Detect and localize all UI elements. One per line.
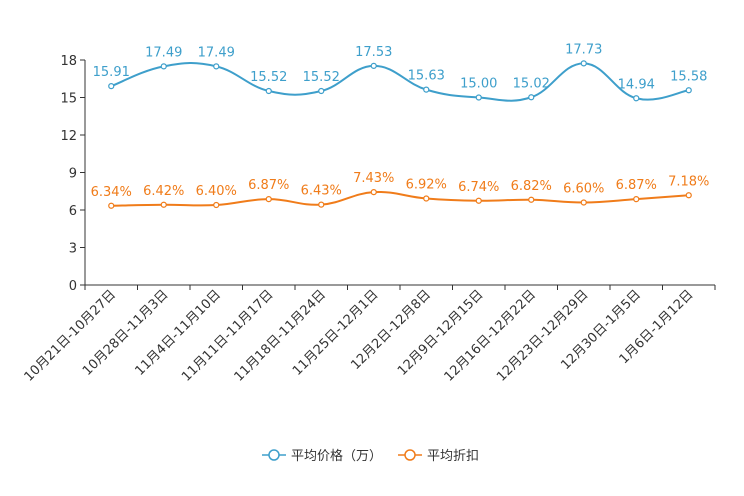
data-point[interactable] xyxy=(370,189,377,196)
data-label: 15.63 xyxy=(408,69,445,84)
data-point[interactable] xyxy=(265,196,272,203)
series-1: 15.91 17.49 17.49 15.52 15.52 17.53 15.63 15.00… xyxy=(93,42,707,102)
data-label: 15.02 xyxy=(513,76,550,91)
data-point[interactable] xyxy=(108,83,115,90)
data-point[interactable] xyxy=(213,201,220,209)
data-point[interactable] xyxy=(580,60,587,67)
series-line xyxy=(111,190,689,207)
legend[interactable]: 平均价格（万） 平均折扣 xyxy=(262,448,479,464)
y-tick-label: 18 xyxy=(60,54,77,69)
data-point[interactable] xyxy=(475,94,482,101)
data-point[interactable] xyxy=(685,87,692,94)
data-label: 15.91 xyxy=(93,65,130,80)
data-label: 15.52 xyxy=(250,70,287,85)
data-point[interactable] xyxy=(370,62,377,69)
x-tick-label: 12月23日-12月29日 xyxy=(494,287,591,384)
data-label: 6.87% xyxy=(248,178,289,193)
data-label: 7.43% xyxy=(353,171,394,186)
y-tick-label: 15 xyxy=(60,92,77,107)
data-label: 6.82% xyxy=(511,179,552,194)
data-label: 6.87% xyxy=(616,178,657,193)
data-point[interactable] xyxy=(475,197,482,204)
data-label: 6.42% xyxy=(143,184,184,199)
legend-item-2[interactable]: 平均折扣 xyxy=(398,449,479,464)
x-tick-label: 11月11日-11月17日 xyxy=(179,287,276,384)
legend-item-1[interactable]: 平均价格（万） xyxy=(262,448,382,464)
data-label: 17.49 xyxy=(198,45,235,60)
data-point[interactable] xyxy=(528,94,535,101)
y-tick-label: 6 xyxy=(69,204,77,219)
data-point[interactable] xyxy=(633,95,640,102)
data-label: 15.52 xyxy=(303,70,340,85)
series-line xyxy=(110,62,689,102)
legend-marker-icon xyxy=(404,449,416,461)
data-point[interactable] xyxy=(423,86,430,93)
data-label: 17.73 xyxy=(565,42,602,57)
data-point[interactable] xyxy=(633,196,640,203)
data-point[interactable] xyxy=(318,201,325,208)
series-layer: 15.91 17.49 17.49 15.52 15.52 17.53 15.63 15.00… xyxy=(91,42,709,209)
y-tick-label: 3 xyxy=(69,242,77,257)
data-label: 6.34% xyxy=(91,185,132,200)
legend-label: 平均折扣 xyxy=(427,449,479,464)
data-point[interactable] xyxy=(685,192,692,199)
x-tick-label: 12月16日-12月22日 xyxy=(442,287,539,384)
axes: 036912151810月21日-10月27日10月28日-11月3日11月4日… xyxy=(22,54,716,385)
data-point[interactable] xyxy=(318,87,325,95)
data-label: 6.60% xyxy=(563,182,604,197)
data-point[interactable] xyxy=(528,196,535,203)
y-tick-label: 12 xyxy=(60,129,77,144)
data-label: 6.43% xyxy=(301,184,342,199)
data-label: 7.18% xyxy=(668,174,709,189)
data-point[interactable] xyxy=(265,87,272,95)
data-point[interactable] xyxy=(160,201,167,208)
data-point[interactable] xyxy=(160,63,167,70)
x-tick-label: 11月18日-11月24日 xyxy=(232,287,329,384)
data-label: 6.74% xyxy=(458,180,499,195)
data-label: 15.58 xyxy=(670,69,707,84)
data-label: 15.00 xyxy=(460,77,497,92)
y-tick-label: 0 xyxy=(69,279,77,294)
data-label: 6.92% xyxy=(406,178,447,193)
data-point[interactable] xyxy=(580,199,587,206)
data-label: 14.94 xyxy=(618,77,655,92)
legend-label: 平均价格（万） xyxy=(291,448,382,464)
data-label: 6.40% xyxy=(196,184,237,199)
data-point[interactable] xyxy=(213,63,220,70)
x-tick-label: 10月21日-10月27日 xyxy=(22,287,119,384)
data-point[interactable] xyxy=(108,202,115,209)
series-2: 6.34% 6.42% 6.40% 6.87% 6.43% 7.43% 6.92% 6.74%… xyxy=(91,171,709,209)
legend-marker-icon xyxy=(268,449,280,461)
data-label: 17.49 xyxy=(145,45,182,60)
data-point[interactable] xyxy=(423,195,430,202)
data-label: 17.53 xyxy=(355,45,392,60)
y-tick-label: 9 xyxy=(69,167,77,182)
